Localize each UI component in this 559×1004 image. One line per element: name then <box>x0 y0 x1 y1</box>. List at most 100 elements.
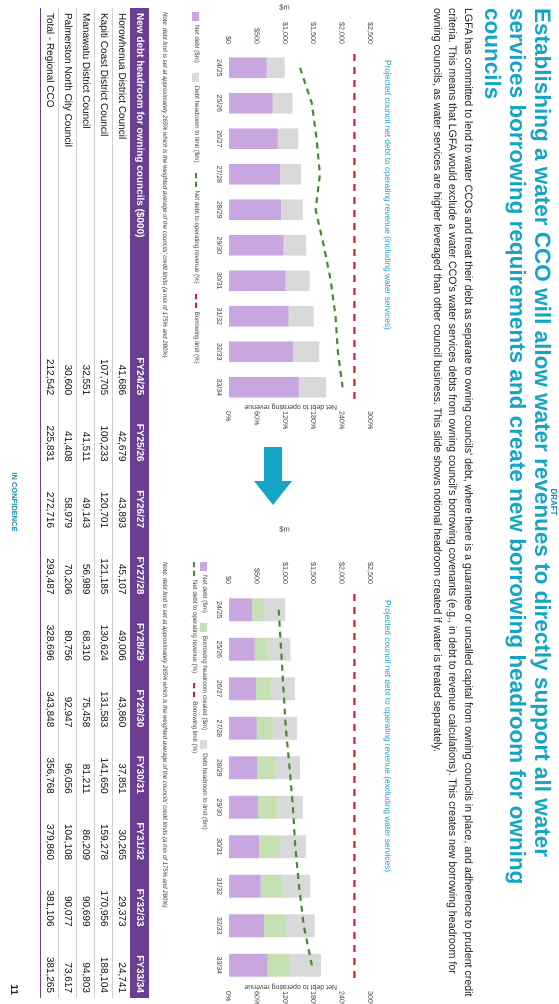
y2-tick-label: 180% <box>309 991 318 1004</box>
table-row-label: Palmerston North City Council <box>58 8 77 334</box>
x-tick-label: 25/26 <box>215 94 222 112</box>
bar-segment <box>254 637 268 661</box>
bar-segment <box>279 835 307 859</box>
table-header-label: New debt headroom for owning councils ($… <box>130 8 149 334</box>
table-cell: 49,143 <box>76 466 95 534</box>
bar-segment <box>267 953 291 977</box>
table-cell: 81,211 <box>76 732 95 799</box>
bar-segment <box>290 953 322 977</box>
legend-net-debt: Net debt ($m) <box>199 562 209 613</box>
bar-segment <box>257 756 276 780</box>
y2-tick-label: 120% <box>281 411 290 430</box>
y2-tick-label: 300% <box>366 411 375 430</box>
bar-segment <box>281 199 303 221</box>
legend-label: Net debt ($m) <box>201 575 208 613</box>
y-tick-label: $1,500 <box>309 562 318 584</box>
y2-tick-label: 240% <box>338 411 347 430</box>
bar-segment <box>260 874 283 898</box>
table-cell: 58,979 <box>58 466 77 534</box>
legend-ratio: Net debt to operating revenue (%) <box>189 562 199 673</box>
y2-tick-label: 0% <box>224 991 233 1002</box>
x-tick-label: 31/32 <box>215 877 222 895</box>
bar-segment <box>228 953 268 977</box>
table-header-year: FY25/26 <box>130 400 149 467</box>
table-cell: 225,831 <box>40 400 59 467</box>
table-header-year: FY31/32 <box>130 798 149 866</box>
y-tick-label: $500 <box>252 28 261 44</box>
bar-segment <box>256 677 272 701</box>
table-cell: 188,104 <box>94 931 113 998</box>
table-cell: 42,679 <box>112 400 130 467</box>
right-axis-label: Net debt to operating revenue <box>244 983 337 990</box>
x-tick-label: 29/30 <box>215 798 222 816</box>
table-cell: 56,989 <box>76 533 95 600</box>
table-cell: 70,206 <box>58 533 77 600</box>
table-cell: 379,860 <box>40 798 59 866</box>
x-tick-label: 31/32 <box>215 307 222 325</box>
table-row-label: Horowhenua District Council <box>112 8 130 334</box>
y-tick-label: $2,500 <box>366 22 375 44</box>
table-row-label: Kapiti Coast District Council <box>94 8 113 334</box>
arrow-right-icon <box>254 447 292 505</box>
table-header-year: FY27/28 <box>130 533 149 600</box>
bar-segment <box>267 637 291 661</box>
table-cell: 159,278 <box>94 798 113 866</box>
table-row: Manawatu District Council 32,551 41,511 49,… <box>76 8 95 998</box>
table-cell: 120,701 <box>94 466 113 534</box>
bar-segment <box>229 199 282 221</box>
table-cell: 170,956 <box>94 865 113 932</box>
bar-segment <box>229 376 299 398</box>
bar-segment <box>229 835 260 859</box>
table-cell: 32,551 <box>76 333 95 401</box>
table-cell: 212,542 <box>40 333 59 401</box>
table-cell: 41,408 <box>58 400 77 467</box>
y-tick-label: $1,000 <box>281 562 290 584</box>
bar-segment <box>229 914 265 938</box>
y-tick-label: $1,500 <box>309 22 318 44</box>
chart-including-water: Projected council net debt to operating … <box>161 0 559 430</box>
table-cell: 272,716 <box>40 466 59 534</box>
y2-tick-label: 300% <box>366 991 375 1004</box>
x-tick-label: 24/25 <box>215 59 222 77</box>
y2-tick-label: 60% <box>252 991 261 1004</box>
table-header-year: FY33/34 <box>130 931 149 998</box>
table-cell: 131,583 <box>94 665 113 733</box>
y2-tick-label: 60% <box>252 411 261 426</box>
bar-segment <box>272 92 293 114</box>
y-tick-label: $1,000 <box>281 22 290 44</box>
bar-segment <box>277 128 299 150</box>
table-header-year: FY28/29 <box>130 599 149 666</box>
table-cell: 24,741 <box>112 931 130 998</box>
y-tick-label: $2,500 <box>366 562 375 584</box>
table-cell: 100,233 <box>94 400 113 467</box>
table-cell: 80,756 <box>58 599 77 666</box>
table-cell: 43,893 <box>112 466 130 534</box>
table-cell: 107,705 <box>94 333 113 401</box>
table-cell: 49,006 <box>112 599 130 666</box>
debt-ratio-line <box>277 609 313 966</box>
y-tick-label: $2,000 <box>338 562 347 584</box>
bar-segment <box>256 716 274 740</box>
table-cell: 381,265 <box>40 931 59 998</box>
table-cell: 104,108 <box>58 798 77 866</box>
table-cell: 141,650 <box>94 732 113 799</box>
table-cell: 43,860 <box>112 665 130 733</box>
x-tick-label: 26/27 <box>215 680 222 698</box>
chart-plot: $2,500 $2,000 $1,500 $1,000 $500 $0 300% 240% 18… <box>215 22 375 430</box>
bar-segment <box>228 270 286 292</box>
legend-label: Borrowing headroom created ($m) <box>201 635 208 731</box>
table-cell: 41,511 <box>76 400 95 467</box>
x-tick-label: 33/34 <box>215 956 222 974</box>
x-tick-label: 24/25 <box>215 601 222 619</box>
y2-tick-label: 180% <box>309 411 318 430</box>
bar-segment <box>229 234 284 256</box>
table-header-year: FY30/31 <box>130 732 149 799</box>
table-cell: 343,848 <box>40 665 59 733</box>
legend-label: Debt headroom to limit ($m) <box>201 753 208 830</box>
table-cell: 92,947 <box>58 665 77 733</box>
bar-segment <box>273 716 298 740</box>
table-row: Total - Regional CCO 212,542 225,831 272,71… <box>40 8 59 998</box>
x-tick-label: 33/34 <box>215 378 222 396</box>
table-row: Horowhenua District Council 41,686 42,679 4… <box>112 8 130 998</box>
